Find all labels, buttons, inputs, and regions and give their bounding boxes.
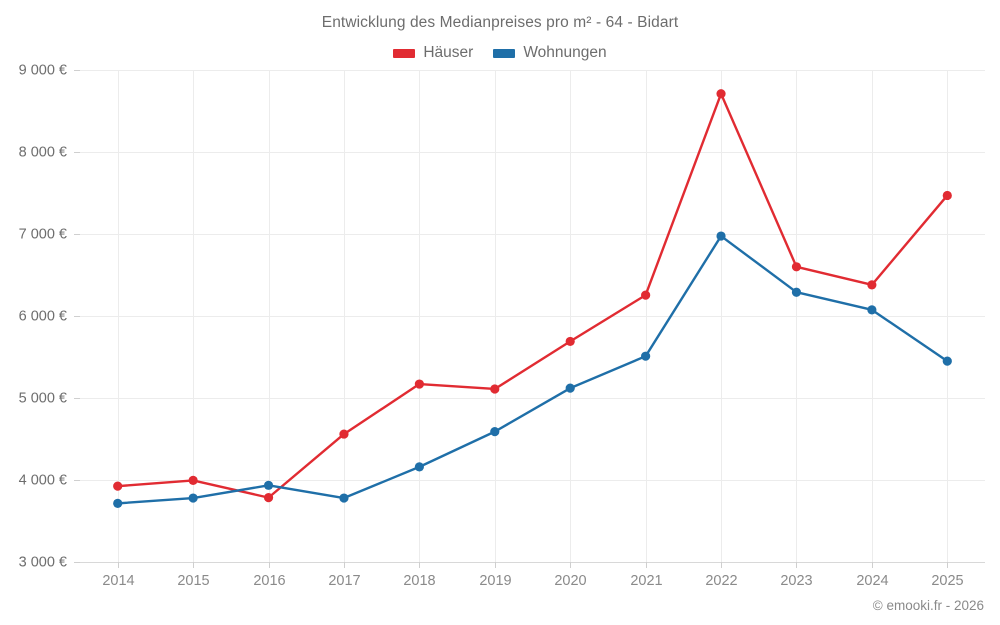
data-point[interactable] [490,427,500,437]
series-lines-group [116,92,949,505]
legend-swatch-icon-series-1 [493,48,516,58]
y-tick-label: 6 000 € [19,308,67,324]
data-point[interactable] [414,379,424,389]
y-tick-label: 8 000 € [19,144,67,160]
chart-legend: Häuser Wohnungen [0,44,1000,62]
gridlines-group [80,70,985,563]
x-tick-label: 2018 [403,573,435,589]
tickmarks-group [74,70,948,568]
series-line-wohnungen [116,234,949,505]
x-tick-label: 2017 [328,573,360,589]
data-point[interactable] [113,481,123,491]
page-title: Entwicklung des Medianpreises pro m² - 6… [321,14,679,31]
x-tick-label: 2014 [102,573,134,589]
data-point[interactable] [716,231,726,241]
data-point[interactable] [490,384,500,394]
data-point[interactable] [339,429,349,439]
data-point[interactable] [716,89,726,99]
x-tick-label: 2019 [479,573,511,589]
x-tick-label: 2021 [630,573,662,589]
x-axis-labels: 2014 2015 2016 2017 2018 2019 2020 2021 2022 2023… [102,573,963,589]
y-tick-label: 4 000 € [19,472,67,488]
y-tick-label: 3 000 € [19,554,67,570]
data-point[interactable] [867,280,877,290]
data-point[interactable] [565,383,575,393]
copyright-credit: © emooki.fr - 2026 [872,598,984,613]
legend-item-series-1[interactable]: Wohnungen [493,44,607,62]
data-point[interactable] [791,287,802,297]
y-tick-label: 7 000 € [19,226,67,242]
x-tick-label: 2024 [856,573,888,589]
data-point[interactable] [263,493,274,503]
legend-swatch-icon-series-0 [393,48,416,58]
series-points-group [113,89,952,508]
x-tick-label: 2020 [554,573,586,589]
data-point[interactable] [942,356,952,366]
y-tick-label: 9 000 € [19,62,67,78]
y-tick-label: 5 000 € [19,390,67,406]
data-point[interactable] [188,475,198,486]
data-point[interactable] [641,351,651,361]
legend-label-series-1: Wohnungen [523,44,607,61]
data-point[interactable] [942,190,952,201]
x-tick-label: 2015 [177,573,209,589]
y-axis-labels: 3 000 € 4 000 € 5 000 € 6 000 € 7 000 € 8 000… [19,62,67,570]
data-point[interactable] [565,336,575,347]
x-tick-label: 2016 [253,573,285,589]
data-point[interactable] [263,480,274,490]
series-line-häuser [116,92,949,499]
legend-label-series-0: Häuser [423,44,474,61]
x-tick-label: 2025 [931,573,963,589]
data-point[interactable] [339,493,349,503]
data-point[interactable] [113,498,123,508]
x-tick-label: 2023 [780,573,812,589]
x-tick-label: 2022 [705,573,737,589]
data-point[interactable] [414,462,424,472]
data-point[interactable] [188,493,198,503]
data-point[interactable] [867,305,877,315]
legend-item-series-0[interactable]: Häuser [393,44,473,62]
data-point[interactable] [641,290,651,300]
data-point[interactable] [791,262,802,272]
